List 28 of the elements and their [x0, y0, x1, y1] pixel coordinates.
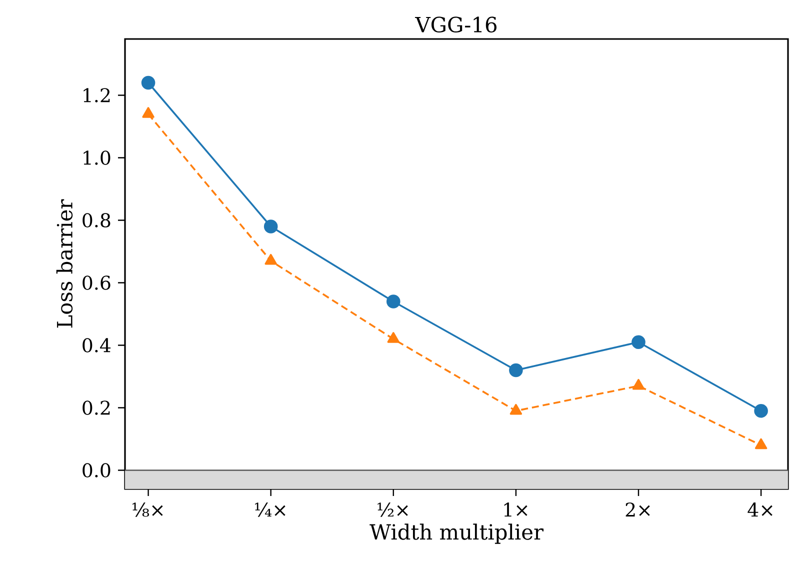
- chart-title: VGG-16: [414, 16, 496, 33]
- point: [264, 254, 277, 265]
- x-tick-label: 4×: [748, 502, 772, 517]
- y-tick-label: 1.2: [84, 88, 110, 102]
- y-axis-title: Loss barrier: [56, 199, 73, 328]
- point: [754, 404, 768, 418]
- x-tick-label: 1×: [504, 502, 528, 517]
- y-tick-label: 0.4: [82, 338, 111, 352]
- point: [387, 332, 400, 343]
- x-tick-label: 2×: [626, 502, 650, 517]
- point: [141, 76, 156, 90]
- y-tick-label: 0.2: [82, 400, 110, 415]
- point: [142, 107, 154, 118]
- x-tick-label: ½×: [378, 502, 408, 517]
- point: [632, 335, 646, 350]
- point: [264, 220, 278, 234]
- y-tick-label: 0.6: [82, 276, 110, 290]
- x-tick-label: ⅛×: [132, 502, 163, 517]
- point: [386, 294, 400, 308]
- y-tick-label: 1.0: [84, 150, 110, 165]
- point: [510, 404, 522, 415]
- y-tick-label: 0.0: [82, 463, 110, 478]
- point: [754, 438, 768, 450]
- x-axis-title: Width multiplier: [370, 524, 544, 544]
- point: [632, 378, 645, 390]
- y-tick-label: 0.8: [82, 213, 110, 228]
- point: [509, 363, 523, 378]
- x-tick-label: ¼×: [255, 502, 286, 517]
